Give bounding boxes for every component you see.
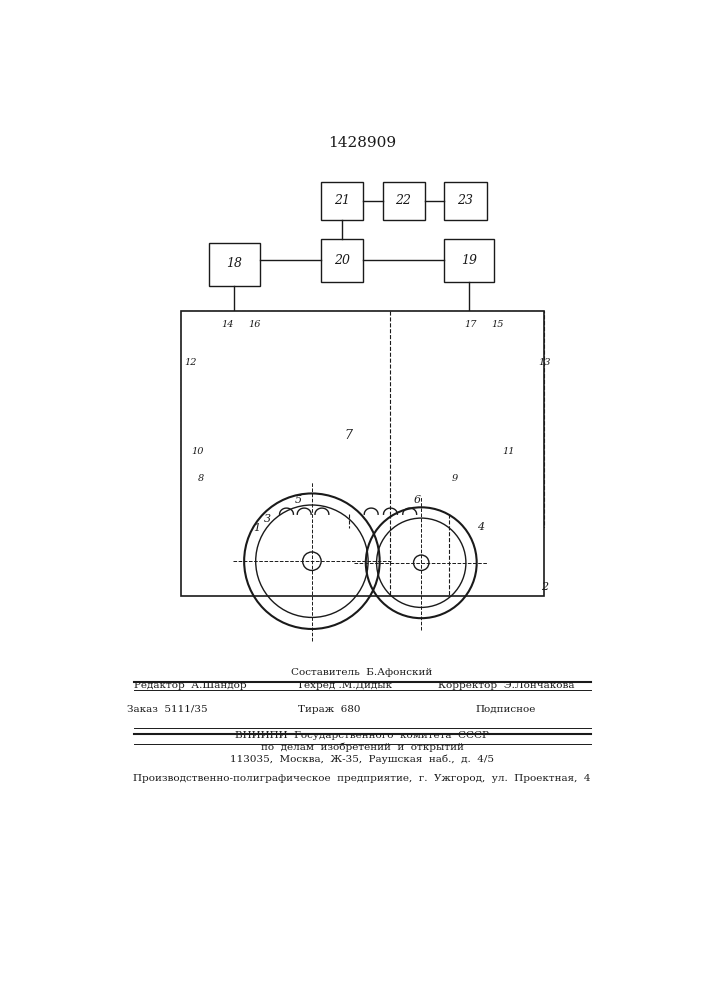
Bar bbox=[225, 332, 242, 366]
Text: Корректор  Э.Лончакова: Корректор Э.Лончакова bbox=[438, 681, 574, 690]
Text: 20: 20 bbox=[334, 254, 350, 267]
Text: 8: 8 bbox=[198, 474, 204, 483]
Text: 22: 22 bbox=[395, 194, 411, 207]
Text: 15: 15 bbox=[491, 320, 503, 329]
Text: 2: 2 bbox=[542, 582, 549, 592]
Bar bbox=[467, 332, 484, 366]
Bar bbox=[382, 182, 425, 220]
Text: 4: 4 bbox=[477, 522, 484, 532]
Text: 14: 14 bbox=[222, 320, 234, 329]
Bar bbox=[209, 243, 259, 286]
Text: Составитель  Б.Афонский: Составитель Б.Афонский bbox=[291, 668, 433, 677]
Text: 113035,  Москва,  Ж-35,  Раушская  наб.,  д.  4/5: 113035, Москва, Ж-35, Раушская наб., д. … bbox=[230, 754, 494, 764]
Text: 23: 23 bbox=[457, 194, 473, 207]
Text: 9: 9 bbox=[451, 474, 457, 483]
Text: Производственно-полиграфическое  предприятие,  г.  Ужгород,  ул.  Проектная,  4: Производственно-полиграфическое предприя… bbox=[133, 774, 591, 783]
Bar bbox=[321, 182, 363, 220]
Text: Заказ  5111/35: Заказ 5111/35 bbox=[127, 705, 207, 714]
Text: 18: 18 bbox=[226, 257, 242, 270]
Text: 17: 17 bbox=[464, 320, 477, 329]
Text: 13: 13 bbox=[538, 358, 551, 367]
Bar bbox=[444, 239, 494, 282]
Text: 16: 16 bbox=[248, 320, 260, 329]
Text: 7: 7 bbox=[345, 429, 353, 442]
Text: по  делам  изобретений  и  открытий: по делам изобретений и открытий bbox=[260, 743, 463, 752]
Bar bbox=[181, 311, 544, 527]
Text: Подписное: Подписное bbox=[476, 705, 536, 714]
Text: 19: 19 bbox=[461, 254, 477, 267]
Bar bbox=[189, 319, 358, 434]
Bar bbox=[491, 332, 504, 366]
Bar bbox=[200, 342, 216, 384]
Bar bbox=[248, 332, 260, 366]
Text: 1428909: 1428909 bbox=[328, 136, 396, 150]
Text: Тираж  680: Тираж 680 bbox=[298, 705, 360, 714]
Bar bbox=[444, 182, 486, 220]
Text: Редактор  А.Шандор: Редактор А.Шандор bbox=[134, 681, 247, 690]
Bar bbox=[518, 342, 534, 384]
Text: 1: 1 bbox=[253, 523, 260, 533]
Text: Техред .М.Дидык: Техред .М.Дидык bbox=[297, 681, 392, 690]
Text: 21: 21 bbox=[334, 194, 350, 207]
Text: 11: 11 bbox=[502, 447, 515, 456]
Text: 3: 3 bbox=[264, 514, 271, 524]
Text: 5: 5 bbox=[295, 495, 302, 505]
Text: ВНИИПИ  Государственного  комитета  СССР: ВНИИПИ Государственного комитета СССР bbox=[235, 732, 489, 740]
Bar bbox=[256, 493, 448, 514]
Bar bbox=[398, 319, 537, 434]
Text: 10: 10 bbox=[192, 447, 204, 456]
Text: 6: 6 bbox=[414, 495, 421, 505]
Bar bbox=[181, 311, 544, 596]
Bar bbox=[321, 239, 363, 282]
Text: 12: 12 bbox=[184, 358, 197, 367]
Bar bbox=[334, 397, 364, 474]
